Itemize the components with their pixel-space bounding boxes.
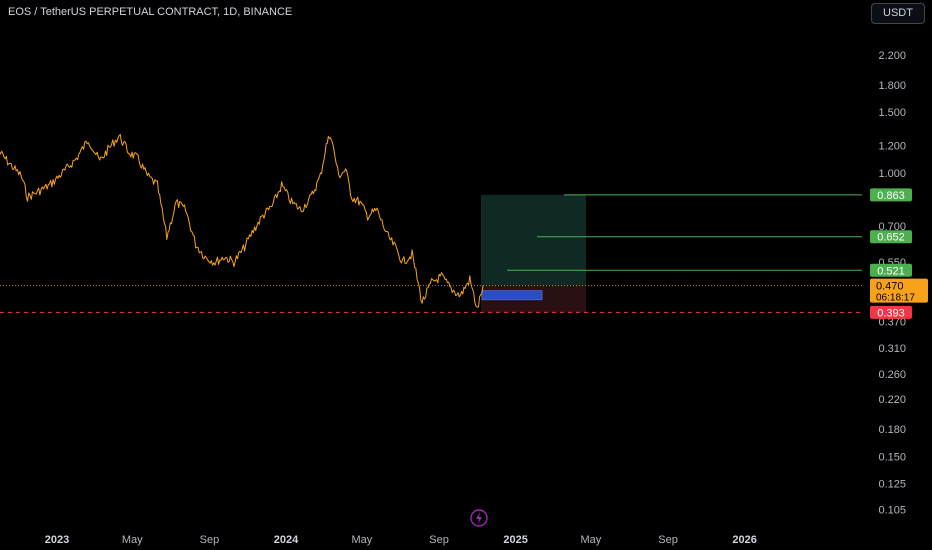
x-tick-label: May (352, 534, 373, 546)
entry-box[interactable] (481, 290, 543, 301)
y-tick-label: 0.370 (878, 316, 906, 328)
price-line (0, 134, 484, 308)
y-tick-label: 0.700 (878, 221, 906, 233)
currency-button[interactable]: USDT (871, 3, 925, 24)
target-label: 0.863 (877, 190, 905, 202)
x-tick-label: Sep (658, 534, 678, 546)
y-tick-label: 0.180 (878, 424, 906, 436)
target-badge (870, 230, 912, 244)
price-axis[interactable]: 2.2001.8001.5001.2001.0000.7000.5500.370… (878, 50, 906, 517)
lightning-bolt-icon[interactable] (470, 509, 488, 527)
y-tick-label: 1.500 (878, 107, 906, 119)
price-series (0, 134, 484, 308)
y-tick-label: 0.125 (878, 479, 906, 491)
y-tick-label: 1.000 (878, 168, 906, 180)
current-price-label: 0.470 (876, 281, 904, 293)
y-tick-label: 0.310 (878, 343, 906, 355)
countdown-label: 06:18:17 (876, 293, 915, 304)
y-tick-label: 1.200 (878, 141, 906, 153)
x-tick-label: 2024 (274, 534, 299, 546)
target-label: 0.652 (877, 232, 905, 244)
y-tick-label: 2.200 (878, 50, 906, 62)
y-tick-label: 0.220 (878, 394, 906, 406)
stop-badge (870, 305, 912, 319)
profit-zone[interactable] (481, 194, 586, 286)
x-tick-label: 2023 (45, 534, 69, 546)
trade-setup[interactable] (0, 194, 862, 313)
x-tick-label: 2026 (732, 534, 756, 546)
target-label: 0.521 (877, 265, 905, 277)
x-tick-label: May (581, 534, 602, 546)
y-tick-label: 0.260 (878, 369, 906, 381)
x-tick-label: May (122, 534, 143, 546)
time-axis[interactable]: 2023 May Sep 2024 May Sep 2025 May Sep 2026 (45, 534, 757, 546)
y-tick-label: 0.150 (878, 451, 906, 463)
x-tick-label: 2025 (503, 534, 527, 546)
stop-label: 0.393 (877, 307, 905, 319)
y-tick-label: 1.800 (878, 80, 906, 92)
current-price-badge (870, 278, 928, 303)
x-tick-label: Sep (200, 534, 220, 546)
target-badge (870, 263, 912, 277)
y-tick-label: 0.105 (878, 505, 906, 517)
symbol-title: EOS / TetherUS PERPETUAL CONTRACT, 1D, B… (8, 6, 293, 18)
x-tick-label: Sep (429, 534, 449, 546)
target-badge (870, 188, 912, 202)
